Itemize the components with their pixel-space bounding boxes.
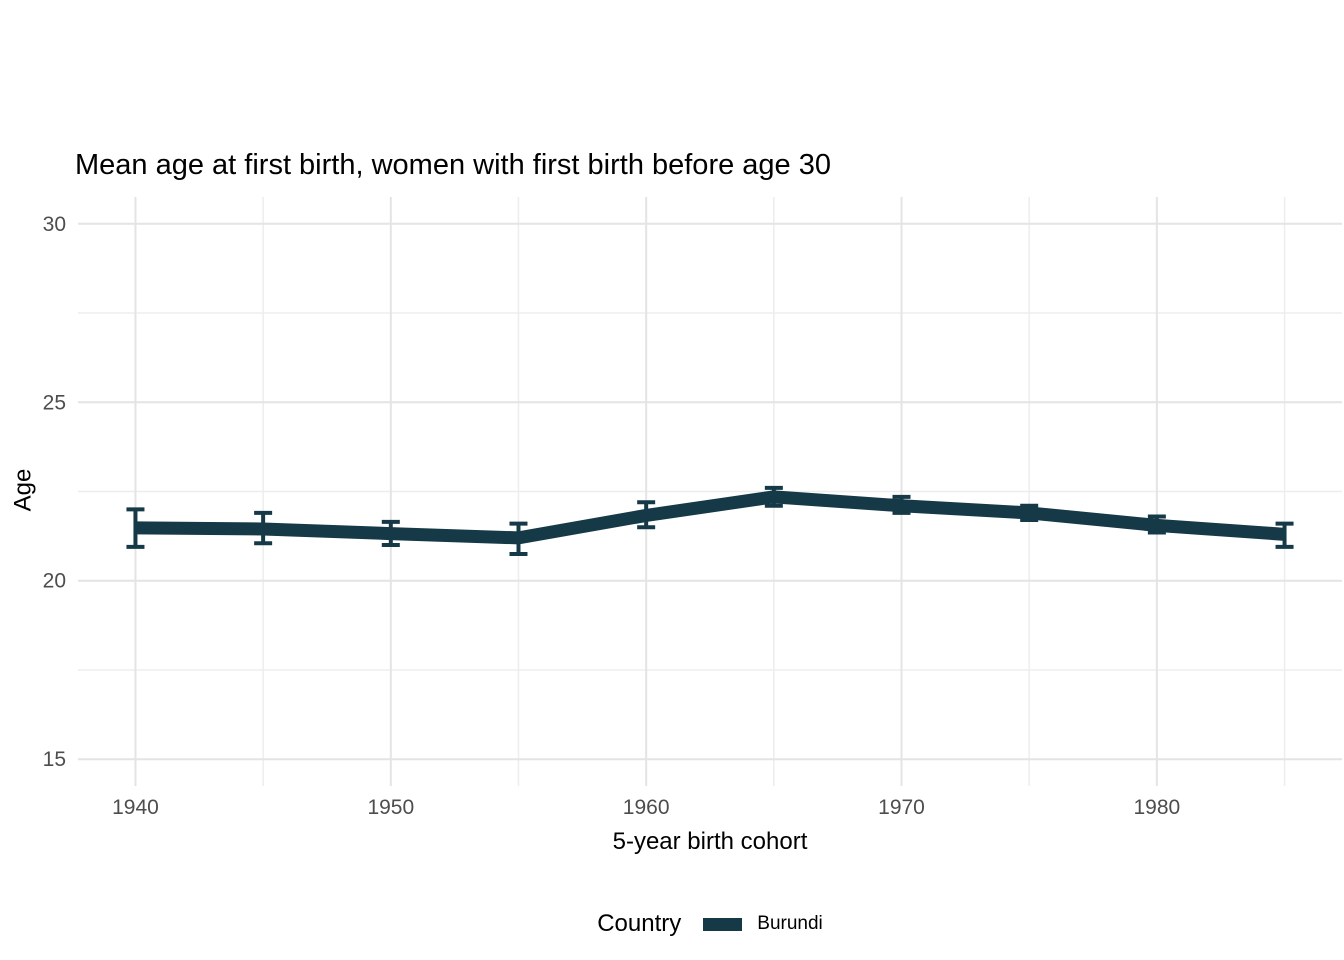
series-line-burundi <box>135 490 1285 545</box>
y-tick-label: 20 <box>43 570 66 593</box>
y-tick-label: 30 <box>43 213 66 236</box>
chart-title: Mean age at first birth, women with firs… <box>75 149 831 181</box>
x-tick-label: 1970 <box>878 796 925 819</box>
x-tick-label: 1940 <box>112 796 159 819</box>
y-axis-title: Age <box>8 468 36 512</box>
legend: Country Burundi <box>78 903 1342 945</box>
y-tick-label: 15 <box>43 748 66 771</box>
x-tick-label: 1960 <box>623 796 670 819</box>
x-axis-title: 5-year birth cohort <box>612 828 808 855</box>
legend-title: Country <box>597 910 682 937</box>
legend-swatch-burundi <box>703 917 743 931</box>
y-axis-title-wrap: Age <box>0 380 46 600</box>
y-tick-label: 25 <box>43 391 66 414</box>
x-tick-label: 1950 <box>367 796 414 819</box>
x-tick-label: 1980 <box>1134 796 1181 819</box>
legend-label-burundi: Burundi <box>757 913 823 934</box>
